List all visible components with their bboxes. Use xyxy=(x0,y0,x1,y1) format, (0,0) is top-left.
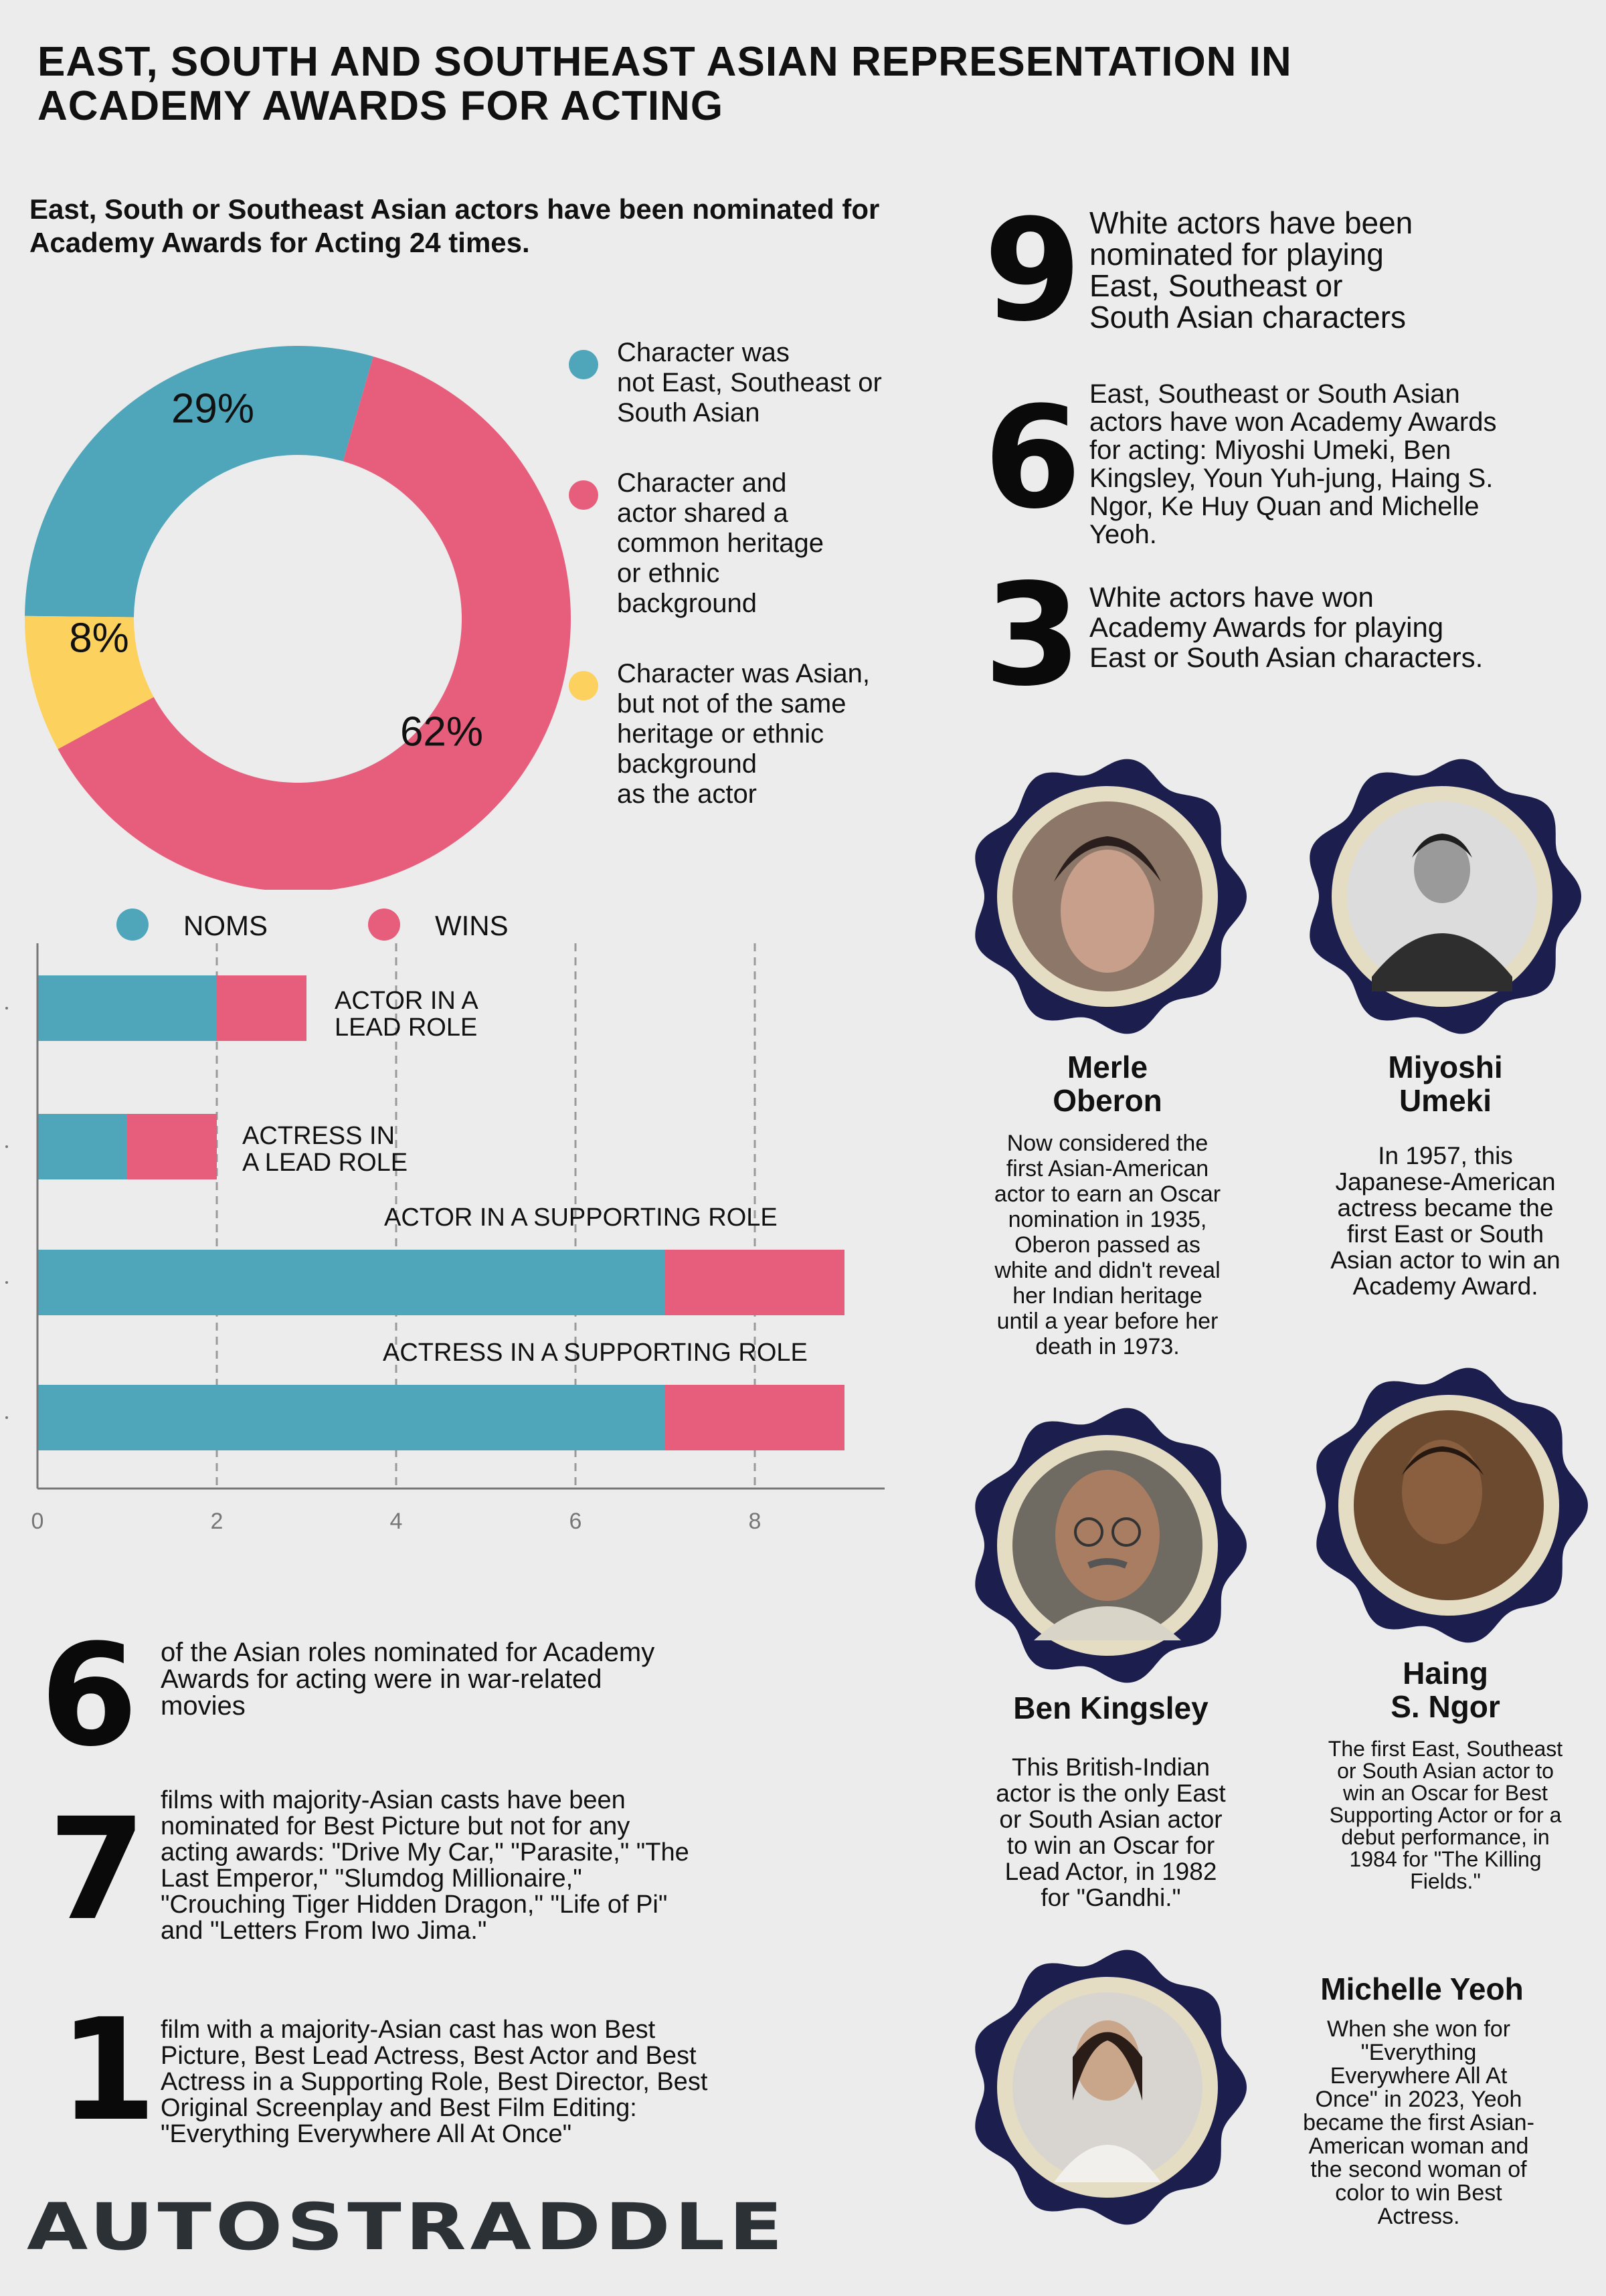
bar-noms-0 xyxy=(37,975,217,1041)
donut-slice-shared-heritage xyxy=(58,356,571,890)
bar-legend-swatch xyxy=(116,908,149,941)
page-title: EAST, SOUTH AND SOUTHEAST ASIAN REPRESEN… xyxy=(37,39,1292,129)
bar-wins-2 xyxy=(665,1250,844,1315)
profile-desc-ben-kingsley: This British-Indian actor is the only Eas… xyxy=(996,1753,1226,1911)
stat-number: 7 xyxy=(48,1788,147,1951)
x-tick-label: 8 xyxy=(749,1509,762,1534)
bar-legend-label: NOMS xyxy=(183,910,268,941)
legend-swatch-pink xyxy=(569,480,598,510)
legend-swatch-yellow xyxy=(569,671,598,700)
legend-item-other-asian: Character was Asian, but not of the same h… xyxy=(569,659,944,809)
bar-wins-3 xyxy=(665,1385,844,1450)
stat-text: White actors have been nominated for play… xyxy=(1089,205,1413,334)
donut-intro-text: East, South or Southeast Asian actors ha… xyxy=(29,193,880,258)
portrait-badge-ben-kingsley xyxy=(975,1408,1247,1683)
stat-text: White actors have won Academy Awards for … xyxy=(1089,581,1484,673)
stat-text: of the Asian roles nominated for Academy… xyxy=(161,1638,655,1721)
stat-number: 3 xyxy=(984,553,1082,717)
stat-text: East, Southeast or South Asian actors hav… xyxy=(1089,379,1497,549)
stat-number: 9 xyxy=(984,189,1082,353)
bar-wins-0 xyxy=(217,975,306,1041)
x-tick-label: 6 xyxy=(569,1509,582,1534)
profile-name-merle-oberon: Merle Oberon xyxy=(1053,1050,1162,1118)
bar-noms-1 xyxy=(37,1114,127,1179)
portrait-badge-michelle-yeoh xyxy=(975,1949,1247,2225)
bar-noms-2 xyxy=(37,1250,665,1315)
profile-name-haing-ngor: Haing S. Ngor xyxy=(1391,1656,1500,1724)
bar-wins-1 xyxy=(127,1114,217,1179)
x-tick-label: 2 xyxy=(211,1509,224,1534)
legend-item-shared-heritage: Character and actor shared a common herita… xyxy=(569,468,944,619)
donut-slice-not-asian xyxy=(25,346,373,617)
profile-name-miyoshi-umeki: Miyoshi Umeki xyxy=(1388,1050,1503,1118)
stat-text: film with a majority-Asian cast has won … xyxy=(161,2016,708,2148)
x-tick-label: 4 xyxy=(390,1509,403,1534)
bar-category-label: ACTRESS IN xyxy=(242,1122,395,1150)
portrait-badge-miyoshi-umeki xyxy=(1310,759,1581,1034)
donut-slice-label: 62% xyxy=(400,708,483,755)
y-axis-tick xyxy=(5,1281,8,1284)
bar-category-label: LEAD ROLE xyxy=(335,1014,477,1042)
portrait-badge-haing-ngor xyxy=(1316,1367,1588,1643)
bar-category-label: ACTOR IN A xyxy=(335,987,478,1015)
portrait-badge-merle-oberon xyxy=(975,759,1247,1034)
autostraddle-logo: AUTOSTRADDLE xyxy=(27,2189,787,2265)
donut-slice-other-asian xyxy=(25,615,154,749)
legend-label: Character was not East, Southeast or South… xyxy=(617,338,882,427)
y-axis-tick xyxy=(5,1416,8,1419)
stat-number: 1 xyxy=(59,1988,157,2152)
bar-category-label: ACTOR IN A SUPPORTING ROLE xyxy=(384,1204,778,1232)
donut-chart: 29% 62% 8% xyxy=(25,346,571,890)
y-axis-tick xyxy=(5,1007,8,1010)
stat-text: films with majority-Asian casts have bee… xyxy=(161,1786,689,1945)
bar-legend-label: WINS xyxy=(435,910,509,941)
legend-label: Character and actor shared a common herita… xyxy=(617,468,824,618)
donut-slice-label: 29% xyxy=(171,385,254,432)
donut-slice-label: 8% xyxy=(69,615,129,661)
profile-desc-miyoshi-umeki: In 1957, this Japanese-American actress be… xyxy=(1330,1142,1560,1300)
bar-noms-3 xyxy=(37,1385,665,1450)
y-axis-tick xyxy=(5,1145,8,1148)
bar-category-label: ACTRESS IN A SUPPORTING ROLE xyxy=(383,1339,808,1367)
profile-desc-michelle-yeoh: When she won for "Everything Everywhere Al… xyxy=(1303,2016,1534,2229)
profile-desc-merle-oberon: Now considered the first Asian-American ac… xyxy=(994,1131,1221,1359)
bar-category-label: A LEAD ROLE xyxy=(242,1149,408,1177)
stat-number: 6 xyxy=(40,1614,139,1778)
legend-label: Character was Asian, but not of the same h… xyxy=(617,659,870,809)
bar-legend-swatch xyxy=(368,908,400,941)
donut-legend: Character was not East, Southeast or South… xyxy=(569,338,944,809)
x-tick-label: 0 xyxy=(31,1509,44,1534)
legend-swatch-teal xyxy=(569,350,598,379)
profile-desc-haing-ngor: The first East, Southeast or South Asian … xyxy=(1328,1737,1563,1893)
profile-name-ben-kingsley: Ben Kingsley xyxy=(1013,1691,1209,1725)
stat-number: 6 xyxy=(984,376,1082,540)
profile-name-michelle-yeoh: Michelle Yeoh xyxy=(1320,1972,1524,2006)
legend-item-not-asian: Character was not East, Southeast or South… xyxy=(569,338,944,428)
